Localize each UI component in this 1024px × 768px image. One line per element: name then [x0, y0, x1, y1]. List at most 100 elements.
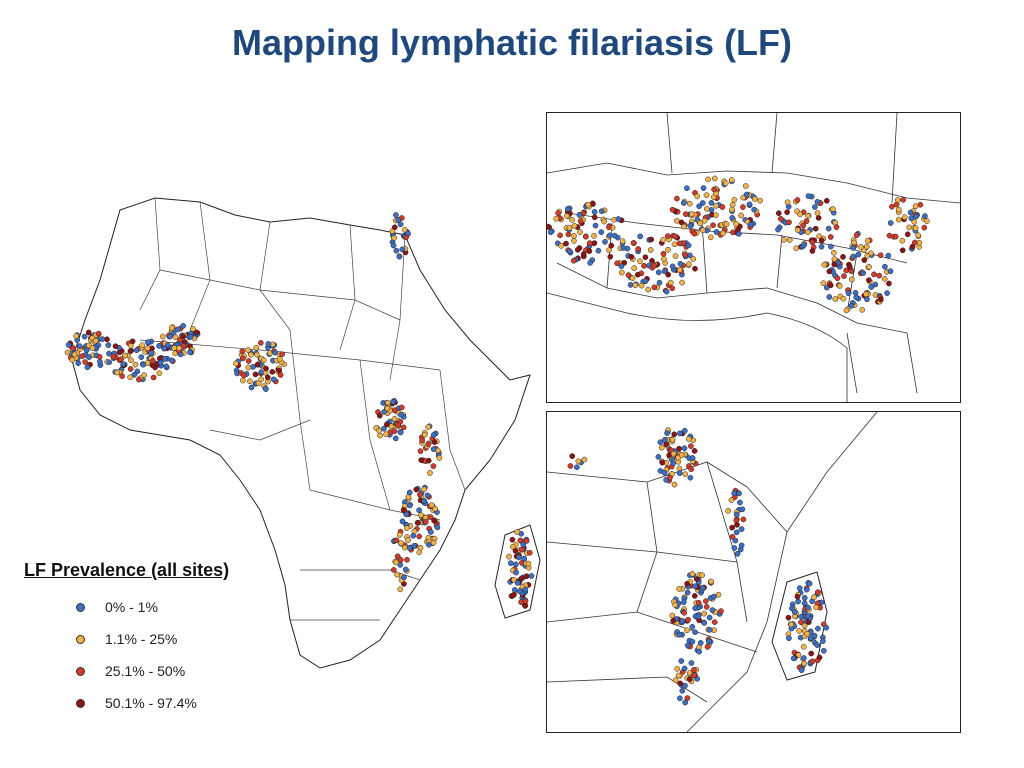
survey-site-dot: [651, 284, 658, 291]
survey-site-dot: [660, 250, 667, 257]
survey-site-dot: [144, 345, 151, 352]
survey-site-dot: [800, 643, 807, 650]
survey-site-dot: [245, 364, 252, 371]
survey-site-dot: [912, 225, 919, 232]
survey-site-dot: [390, 242, 397, 249]
survey-site-dot: [416, 533, 423, 540]
survey-site-dot: [245, 358, 252, 364]
survey-site-dot: [431, 517, 437, 524]
survey-site-dot: [575, 458, 582, 465]
survey-site-dot: [649, 257, 655, 264]
survey-site-dot: [693, 576, 700, 582]
survey-site-dot: [684, 642, 691, 649]
survey-site-dot: [174, 326, 181, 333]
survey-site-dot: [569, 453, 576, 459]
survey-site-dot: [859, 306, 866, 313]
survey-site-dot: [696, 203, 702, 210]
survey-site-dot: [889, 203, 895, 210]
survey-site-dot: [803, 586, 810, 593]
survey-site-dot: [866, 264, 872, 270]
survey-site-dot: [598, 208, 605, 215]
survey-site-dot: [272, 349, 279, 356]
survey-site-dot: [678, 658, 685, 664]
survey-site-dot: [688, 466, 695, 473]
survey-site-dot: [786, 219, 792, 226]
survey-site-dot: [701, 610, 707, 617]
survey-site-dot: [245, 347, 251, 353]
survey-site-dot: [682, 252, 688, 258]
survey-site-dot: [801, 660, 808, 667]
survey-site-dot: [815, 215, 822, 221]
survey-site-dot: [708, 578, 714, 585]
survey-site-dot: [391, 415, 398, 422]
survey-site-dot: [703, 192, 710, 199]
survey-site-dot: [131, 371, 138, 378]
survey-site-dot: [257, 340, 264, 346]
survey-site-dot: [248, 384, 255, 391]
survey-site-dot: [254, 351, 260, 358]
survey-site-dot: [729, 533, 736, 540]
survey-site-dot: [676, 240, 683, 247]
inset-west-africa: [546, 112, 961, 403]
survey-site-dot: [586, 240, 593, 246]
survey-site-dot: [793, 245, 800, 252]
survey-site-dot: [804, 229, 811, 236]
survey-site-dot: [397, 221, 404, 228]
survey-site-dot: [900, 196, 907, 203]
legend-dot-orange: [76, 634, 85, 644]
survey-site-dot: [742, 183, 749, 189]
survey-site-dot: [676, 465, 683, 472]
survey-site-dot: [233, 360, 239, 367]
survey-site-dot: [798, 619, 804, 626]
survey-site-dot: [818, 237, 825, 244]
survey-site-dot: [834, 275, 841, 282]
survey-site-dot: [247, 378, 253, 385]
survey-site-dot: [669, 206, 676, 213]
survey-site-dot: [128, 357, 134, 364]
survey-site-dot: [264, 374, 271, 381]
survey-site-dot: [421, 431, 428, 438]
survey-site-dot: [383, 431, 389, 438]
survey-site-dot: [863, 243, 870, 250]
survey-site-dot: [171, 345, 178, 351]
survey-site-dot: [631, 265, 638, 271]
legend-dot-red: [76, 666, 85, 676]
survey-site-dot: [618, 263, 625, 270]
survey-site-dot: [162, 356, 168, 362]
survey-site-dot: [831, 249, 837, 256]
survey-site-dot: [647, 247, 654, 253]
survey-site-dot: [895, 206, 902, 213]
survey-site-dot: [240, 355, 246, 362]
survey-site-dot: [690, 256, 697, 262]
survey-site-dot: [816, 233, 822, 240]
survey-site-dot: [667, 279, 674, 286]
survey-site-dot: [731, 545, 738, 551]
survey-site-dot: [114, 369, 120, 376]
survey-site-dot: [820, 647, 827, 654]
survey-site-dot: [689, 623, 696, 630]
survey-site-dot: [401, 544, 408, 551]
survey-site-dot: [416, 507, 422, 514]
survey-site-dot: [877, 296, 884, 303]
survey-site-dot: [112, 343, 119, 350]
survey-site-dot: [703, 604, 710, 610]
survey-site-dot: [553, 215, 560, 222]
survey-site-dot: [138, 354, 145, 360]
survey-site-dot: [692, 605, 699, 612]
survey-site-dot: [419, 437, 426, 444]
survey-site-dot: [684, 589, 691, 596]
survey-site-dot: [148, 350, 155, 356]
survey-site-dot: [809, 239, 816, 246]
survey-site-dot: [692, 629, 698, 636]
survey-site-dot: [392, 435, 399, 442]
survey-site-dot: [684, 185, 690, 192]
survey-site-dot: [69, 356, 76, 363]
survey-site-dot: [518, 546, 525, 553]
survey-site-dot: [248, 351, 254, 358]
survey-site-dot: [901, 214, 908, 220]
survey-site-dot: [676, 586, 682, 592]
survey-site-dot: [706, 614, 713, 621]
survey-site-dot: [677, 430, 683, 437]
survey-site-dot: [415, 519, 421, 526]
survey-site-dot: [140, 361, 147, 368]
